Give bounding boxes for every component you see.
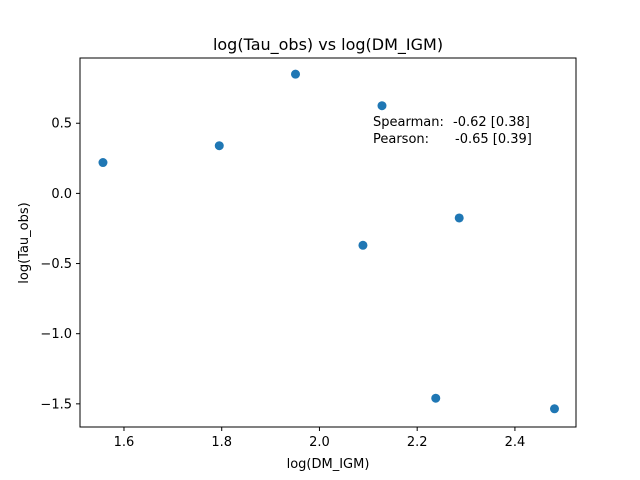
data-point: [549, 404, 559, 414]
x-tick-label: 2.2: [407, 435, 428, 450]
pearson-value: -0.65 [0.39]: [455, 132, 532, 147]
y-tick-label: 0.0: [51, 187, 72, 202]
y-tick-label: −0.5: [40, 257, 72, 272]
data-point: [291, 69, 301, 79]
y-axis-ticks: −1.5 −1.0 −0.5 0.0 0.5: [40, 117, 80, 412]
chart-title: log(Tau_obs) vs log(DM_IGM): [213, 35, 443, 55]
data-point: [454, 213, 464, 223]
x-axis-label: log(DM_IGM): [287, 457, 370, 472]
data-point: [358, 240, 368, 250]
pearson-label: Pearson:: [373, 132, 429, 147]
data-points: [98, 69, 559, 414]
spearman-label: Spearman:: [373, 115, 444, 130]
data-point: [214, 141, 224, 151]
x-axis-ticks: 1.6 1.8 2.0 2.2 2.4: [114, 427, 526, 450]
y-tick-label: −1.5: [40, 397, 72, 412]
y-tick-label: −1.0: [40, 327, 72, 342]
x-tick-label: 1.8: [211, 435, 232, 450]
x-tick-label: 1.6: [114, 435, 135, 450]
data-point: [431, 393, 441, 403]
y-axis-label: log(Tau_obs): [17, 202, 32, 283]
y-tick-label: 0.5: [51, 117, 72, 132]
plot-frame: [79, 57, 577, 428]
x-tick-label: 2.4: [505, 435, 526, 450]
data-point: [377, 101, 387, 111]
x-tick-label: 2.0: [309, 435, 330, 450]
spearman-value: -0.62 [0.38]: [453, 115, 530, 130]
data-point: [98, 158, 108, 168]
